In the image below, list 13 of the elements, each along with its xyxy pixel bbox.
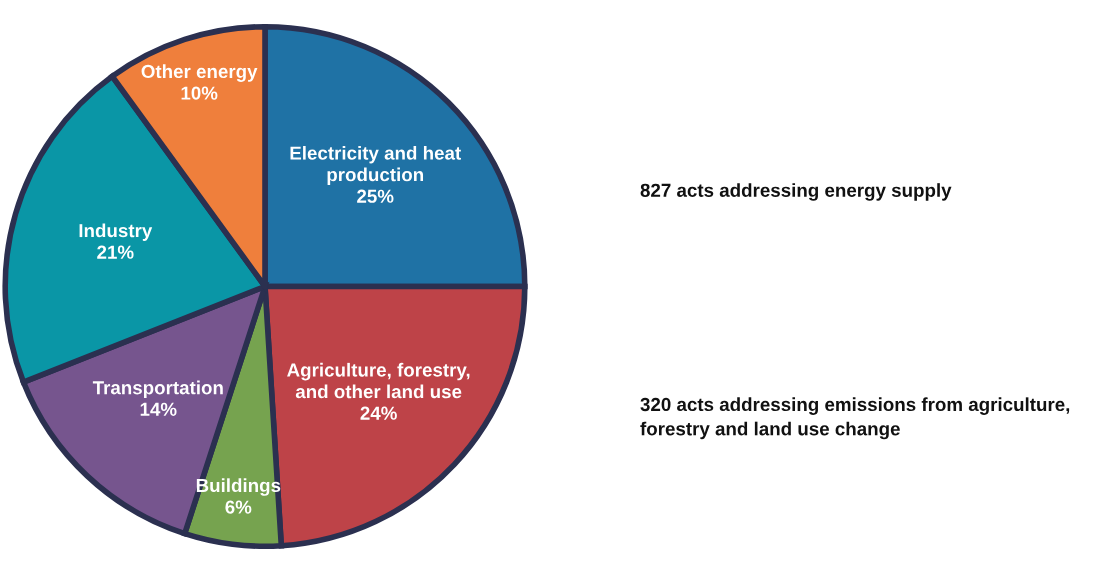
- data-label: 10%: [181, 86, 218, 100]
- data-label: 25%: [357, 189, 394, 203]
- slice-label: Transportation: [92, 380, 223, 399]
- slice-label: Electricity and heat production: [290, 145, 461, 186]
- data-label: 14%: [140, 402, 177, 416]
- slice-label: Industry: [79, 223, 153, 241]
- data-label: 6%: [225, 500, 252, 514]
- slice-label: Agriculture, forestry, and other land use: [287, 362, 470, 399]
- data-label: 24%: [360, 406, 397, 420]
- text: 827 acts addressing energy supply: [640, 183, 952, 201]
- text: 320 acts addressing emissions from agriculture, forestry and land use change: [640, 397, 1070, 440]
- slice-label: Other energy: [141, 64, 258, 82]
- data-label: 21%: [97, 245, 134, 259]
